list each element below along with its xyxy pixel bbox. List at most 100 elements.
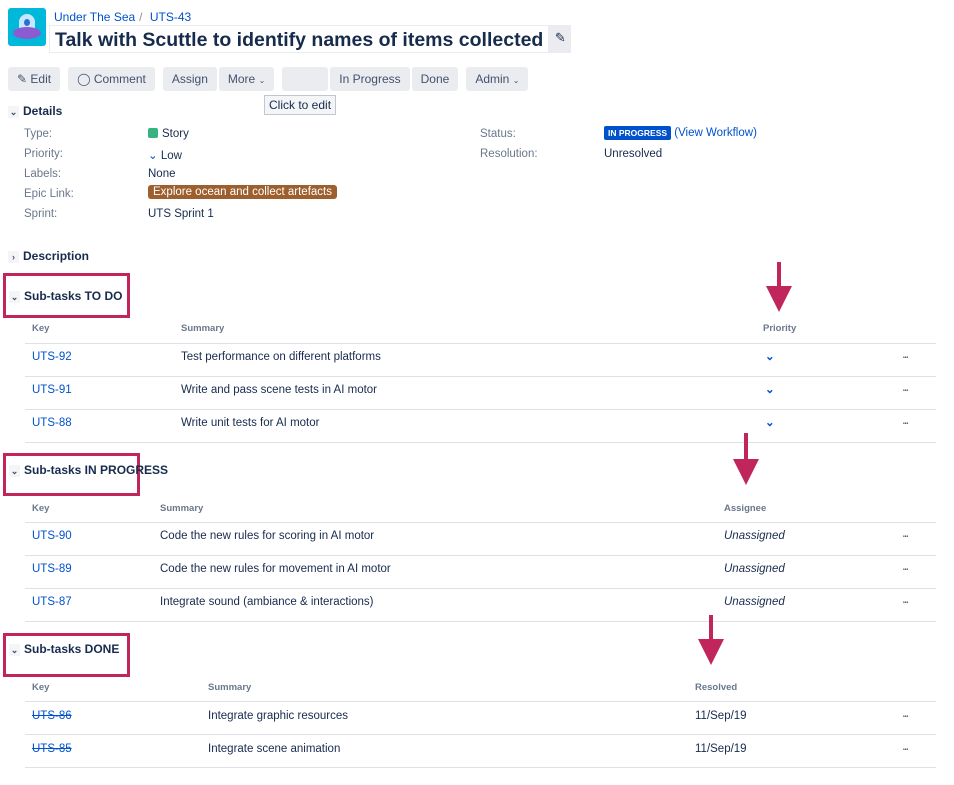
row-divider: [25, 588, 936, 589]
details-toggle[interactable]: ⌄ Details: [8, 104, 63, 118]
more-actions-icon[interactable]: •••: [903, 747, 909, 753]
row-divider: [25, 767, 936, 768]
subtasks-section-toggle[interactable]: ⌄ Sub-tasks IN PROGRESS: [9, 463, 168, 477]
resolution-label: Resolution:: [480, 148, 538, 160]
column-header[interactable]: Summary: [181, 323, 225, 334]
highlight-box: [3, 453, 140, 496]
row-divider: [25, 555, 936, 556]
row-divider: [25, 409, 936, 410]
resolved-date: 11/Sep/19: [695, 710, 747, 722]
more-actions-icon[interactable]: •••: [903, 355, 909, 361]
priority-low-icon: ⌄: [765, 384, 775, 396]
row-divider: [25, 621, 936, 622]
more-actions-icon[interactable]: •••: [903, 388, 909, 394]
more-actions-icon[interactable]: •••: [903, 714, 909, 720]
subtask-key-link[interactable]: UTS-91: [32, 384, 72, 396]
view-workflow-link[interactable]: (View Workflow): [674, 127, 757, 139]
story-icon: [148, 128, 158, 138]
subtask-key-link[interactable]: UTS-90: [32, 530, 72, 542]
in-progress-button[interactable]: In Progress: [330, 67, 410, 91]
column-header[interactable]: Summary: [208, 682, 252, 693]
resolved-date: 11/Sep/19: [695, 743, 747, 755]
subtask-key-link[interactable]: UTS-92: [32, 351, 72, 363]
column-header[interactable]: Summary: [160, 503, 204, 514]
breadcrumb-project[interactable]: Under The Sea: [54, 10, 136, 24]
resolution-value: Unresolved: [604, 148, 663, 160]
highlight-box: [3, 273, 130, 318]
priority-low-icon: ⌄: [765, 351, 775, 363]
chevron-down-icon: ⌄: [9, 644, 20, 656]
done-button[interactable]: Done: [411, 67, 459, 91]
column-header[interactable]: Priority: [763, 323, 797, 334]
annotation-arrow-icon: [766, 262, 792, 312]
more-actions-icon[interactable]: •••: [903, 421, 909, 427]
edit-title-pencil-icon[interactable]: ✎: [549, 25, 572, 53]
row-divider: [25, 343, 936, 344]
subtask-key-link[interactable]: UTS-89: [32, 563, 72, 575]
highlight-box: [3, 633, 130, 677]
row-divider: [25, 442, 936, 443]
breadcrumb-issue-key[interactable]: UTS-43: [149, 10, 192, 24]
project-avatar[interactable]: [8, 8, 46, 46]
edit-button[interactable]: ✎ Edit: [8, 67, 61, 91]
subtask-key-link[interactable]: UTS-88: [32, 417, 72, 429]
priority-label: Priority:: [24, 148, 63, 160]
chevron-down-icon: ⌄: [8, 106, 19, 118]
priority-value: ⌄ Low: [148, 150, 182, 162]
chevron-right-icon: ›: [8, 251, 19, 263]
row-divider: [25, 734, 936, 735]
subtask-summary[interactable]: Write and pass scene tests in AI motor: [181, 384, 378, 396]
assign-button[interactable]: Assign: [162, 67, 217, 91]
assignee: Unassigned: [724, 530, 785, 542]
labels-value: None: [148, 168, 176, 180]
subtasks-section-toggle[interactable]: ⌄ Sub-tasks TO DO: [9, 289, 122, 303]
status-label: Status:: [480, 128, 516, 140]
column-header[interactable]: Assignee: [724, 503, 767, 514]
todo-transition-button[interactable]: [282, 67, 329, 91]
subtask-summary[interactable]: Test performance on different platforms: [181, 351, 381, 363]
issue-toolbar: ✎ Edit ◯ Comment Assign More ⌄ In Progre…: [8, 67, 529, 91]
column-header[interactable]: Key: [32, 682, 50, 693]
subtasks-section-toggle[interactable]: ⌄ Sub-tasks DONE: [9, 642, 119, 656]
epic-link-lozenge[interactable]: Explore ocean and collect artefacts: [148, 185, 337, 199]
subtask-summary[interactable]: Integrate graphic resources: [208, 710, 348, 722]
row-divider: [25, 701, 936, 702]
subtask-summary[interactable]: Code the new rules for scoring in AI mot…: [160, 530, 375, 542]
column-header[interactable]: Key: [32, 323, 50, 334]
subtask-key-link[interactable]: UTS-87: [32, 596, 72, 608]
column-header[interactable]: Key: [32, 503, 50, 514]
column-header[interactable]: Resolved: [695, 682, 738, 693]
epic-link-label: Epic Link:: [24, 188, 74, 200]
priority-low-icon: ⌄: [765, 417, 775, 429]
section-heading: Sub-tasks TO DO: [24, 289, 123, 303]
assignee: Unassigned: [724, 596, 785, 608]
subtask-summary[interactable]: Integrate sound (ambiance & interactions…: [160, 596, 374, 608]
row-divider: [25, 376, 936, 377]
chevron-down-icon: ⌄: [9, 291, 20, 303]
issue-title[interactable]: Talk with Scuttle to identify names of i…: [49, 25, 550, 53]
section-heading: Sub-tasks DONE: [24, 642, 120, 656]
labels-label: Labels:: [24, 168, 62, 180]
type-value: Story: [148, 128, 189, 140]
description-toggle[interactable]: › Description: [8, 249, 89, 263]
section-heading: Sub-tasks IN PROGRESS: [24, 463, 169, 477]
type-label: Type:: [24, 128, 53, 140]
more-button[interactable]: More ⌄: [218, 67, 275, 91]
annotation-arrow-icon: [733, 433, 759, 485]
subtask-key-link[interactable]: UTS-86: [32, 710, 72, 722]
row-divider: [25, 522, 936, 523]
more-actions-icon[interactable]: •••: [903, 567, 909, 573]
more-actions-icon[interactable]: •••: [903, 600, 909, 606]
subtask-summary[interactable]: Code the new rules for movement in AI mo…: [160, 563, 391, 575]
issue-title-container: Talk with Scuttle to identify names of i…: [49, 25, 572, 53]
chevron-down-icon: ⌄: [512, 76, 520, 85]
subtask-key-link[interactable]: UTS-85: [32, 743, 72, 755]
subtask-summary[interactable]: Integrate scene animation: [208, 743, 341, 755]
breadcrumb: Under The Sea / UTS-43: [54, 10, 192, 24]
more-actions-icon[interactable]: •••: [903, 534, 909, 540]
priority-low-icon: ⌄: [148, 150, 161, 162]
subtask-summary[interactable]: Write unit tests for AI motor: [181, 417, 320, 429]
admin-button[interactable]: Admin ⌄: [466, 67, 529, 91]
comment-button[interactable]: ◯ Comment: [68, 67, 155, 91]
pencil-icon: ✎: [17, 72, 31, 86]
